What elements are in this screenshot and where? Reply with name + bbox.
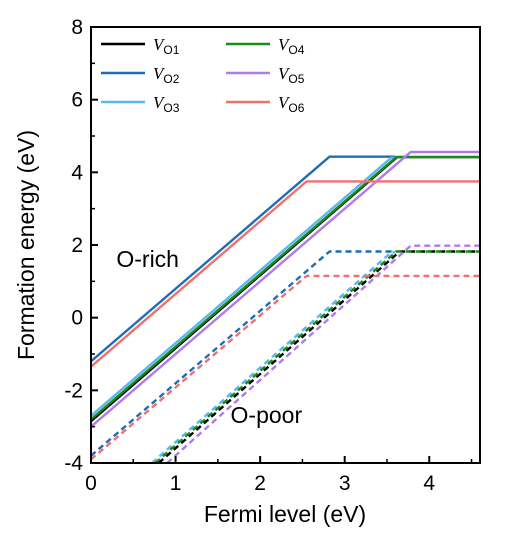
y-tick-label: 6	[71, 89, 83, 112]
x-tick-label: 1	[170, 472, 182, 495]
annotation-o-poor: O-poor	[231, 402, 303, 428]
y-tick-label: 2	[71, 234, 83, 257]
series-line-v-o6-o-rich	[91, 180, 480, 368]
series-line-v-o2-o-poor	[91, 250, 396, 457]
legend-label: VO5	[278, 64, 305, 86]
series-line-v-o5-o-poor	[166, 244, 480, 463]
y-tick-label: 4	[71, 161, 83, 184]
x-tick-label: 4	[423, 472, 435, 495]
annotations: O-rich O-poor	[116, 246, 302, 428]
y-tick-label: 8	[71, 16, 83, 39]
annotation-o-rich: O-rich	[116, 246, 179, 272]
axis-layer: 0 1 2 3 4 -4 -2 0 2 4 6 8	[64, 16, 473, 495]
series-line-v-o4-o-rich	[91, 155, 480, 421]
legend-label: VO1	[153, 35, 180, 57]
y-tick-label: -4	[64, 452, 83, 475]
series-line-v-o2-o-rich	[91, 155, 396, 363]
legend-label: VO2	[153, 64, 180, 86]
y-axis-title: Formation energy (eV)	[13, 130, 39, 360]
series-line-v-o1-o-rich	[91, 155, 480, 423]
legend-label: VO4	[278, 35, 305, 57]
y-tick-label: 0	[71, 307, 83, 330]
y-tick-label: -2	[64, 379, 83, 402]
x-tick-label: 2	[254, 472, 266, 495]
x-axis-title: Fermi level (eV)	[204, 501, 366, 527]
series-line-v-o3-o-poor	[151, 251, 396, 463]
legend-label: VO3	[153, 93, 180, 115]
series-layer	[91, 150, 480, 463]
series-line-v-o6-o-poor	[91, 274, 480, 461]
x-tick-label: 3	[339, 472, 351, 495]
legend: VO1 VO2 VO3 VO4 VO5 VO6	[101, 35, 305, 115]
series-line-v-o5-o-rich	[91, 150, 480, 428]
series-line-v-o4-o-poor	[154, 250, 480, 463]
legend-label: VO6	[278, 93, 305, 115]
x-tick-label: 0	[85, 472, 97, 495]
